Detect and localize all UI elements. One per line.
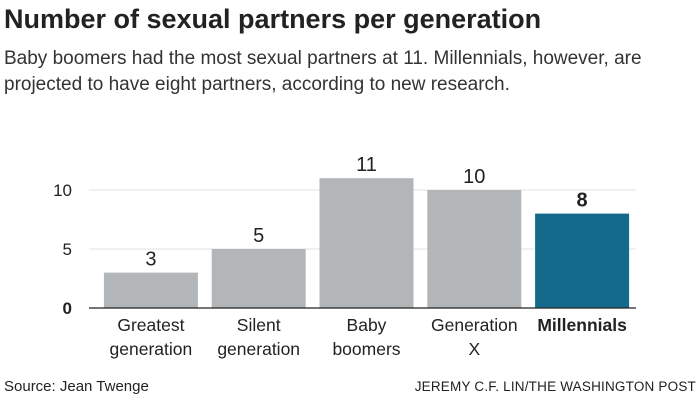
- category-label-3-line-0: Generation: [431, 315, 518, 335]
- bar-3: [427, 190, 522, 308]
- category-label-4-line-0: Millennials: [537, 315, 627, 335]
- category-label-2-line-1: boomers: [332, 339, 400, 359]
- bar-value-label-4: 8: [577, 190, 588, 212]
- credit-line: JEREMY C.F. LIN/THE WASHINGTON POST: [414, 379, 696, 394]
- y-tick-label-10: 10: [53, 181, 72, 200]
- bar-1: [211, 249, 306, 308]
- category-label-1-line-1: generation: [217, 339, 300, 359]
- category-label-3-line-1: X: [468, 339, 480, 359]
- chart-subtitle: Baby boomers had the most sexual partner…: [4, 48, 642, 95]
- bar-4: [535, 213, 630, 308]
- category-label-0-line-1: generation: [110, 339, 193, 359]
- chart-title: Number of sexual partners per generation: [4, 4, 542, 34]
- bar-2: [319, 178, 414, 308]
- source-note: Source: Jean Twenge: [4, 378, 149, 395]
- y-tick-label-0: 0: [63, 299, 72, 318]
- category-label-2-line-0: Baby: [347, 315, 387, 335]
- category-label-1-line-0: Silent: [237, 315, 281, 335]
- category-label-0-line-0: Greatest: [117, 315, 184, 335]
- bar-0: [103, 272, 198, 308]
- bar-value-label-2: 11: [356, 154, 377, 176]
- y-tick-label-5: 5: [63, 240, 72, 259]
- bar-value-label-3: 10: [463, 166, 485, 188]
- bar-value-label-1: 5: [253, 225, 264, 247]
- bar-value-label-0: 3: [145, 249, 156, 271]
